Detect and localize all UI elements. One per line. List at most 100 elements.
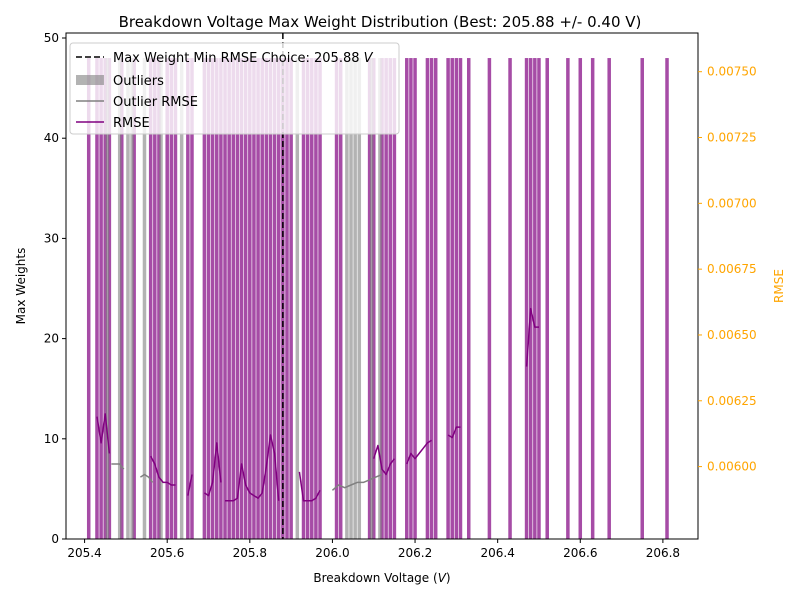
outlier-bars [105,58,382,540]
main-bar [578,58,583,540]
main-bar [190,58,194,540]
outlier-bar [142,58,147,540]
rmse-line [447,426,461,439]
y-right-tick-label: 0.00600 [707,460,757,474]
main-bar [301,58,306,540]
outlier-rmse-line [111,463,125,470]
y-left-tick-label: 10 [44,432,59,446]
main-bar [231,58,236,540]
outlier-bar [353,58,357,540]
main-bar [405,58,409,540]
main-bar [86,58,91,540]
main-bar [248,58,252,540]
rmse-line [96,413,111,454]
outlier-bar [179,58,184,540]
main-bar [276,58,281,540]
main-bar [264,58,269,540]
main-bar [413,58,417,540]
main-bars [86,58,669,540]
main-bar [169,58,174,540]
rmse-line [372,444,395,476]
main-bar [289,58,293,540]
rmse-line [187,474,193,496]
rmse-line [150,455,176,486]
main-bar [132,58,136,540]
legend-choice-label: Max Weight Min RMSE Choice: 205.88 V [113,51,374,66]
main-bar [318,58,322,540]
main-bar [153,58,157,540]
axes-frame [65,32,699,540]
outlier-rmse-lines [111,463,383,491]
y-right-tick-label: 0.00675 [707,262,757,276]
y-right-tick-label: 0.00650 [707,328,757,342]
chart-title: Breakdown Voltage Max Weight Distributio… [119,13,642,31]
plot-area [86,33,669,540]
main-bar [305,58,310,540]
main-bar [466,58,471,540]
x-axis-label: Breakdown Voltage (V) [313,571,450,585]
main-bar [272,58,277,540]
main-bar [409,58,413,540]
y-right-axis: 0.00600 0.00625 0.00650 0.00675 0.00700 0.007… [698,65,757,474]
legend-outliers-label: Outliers [113,74,164,89]
legend: Max Weight Min RMSE Choice: 205.88 V Out… [69,42,400,135]
y-right-tick-label: 0.00750 [707,65,757,79]
outlier-bar [349,58,353,540]
rmse-line [406,439,432,465]
outlier-bar [159,58,163,540]
x-tick-label: 206.4 [480,546,514,560]
main-bar [528,58,533,540]
legend-rmse-label: RMSE [113,116,150,131]
main-bar [338,58,343,540]
main-bar [566,58,570,540]
legend-box [69,42,400,135]
x-tick-label: 206.0 [315,546,349,560]
main-bar [95,58,99,540]
main-bar [545,58,549,540]
outlier-bar [369,58,374,540]
rmse-line [203,442,222,497]
y-left-axis-label: Max Weights [14,248,28,325]
outlier-rmse-line [331,473,383,491]
main-bar [103,58,107,540]
main-bar [285,58,289,540]
rmse-line [298,471,321,502]
x-tick-label: 206.2 [398,546,432,560]
main-bar [202,58,207,540]
outlier-bar [117,58,122,540]
x-tick-label: 205.6 [150,546,184,560]
main-bar [239,58,244,540]
y-right-tick-label: 0.00700 [707,196,757,210]
main-bar [607,58,611,540]
main-bar [256,58,260,540]
outlier-bar [105,58,110,540]
main-bar [665,58,669,540]
outlier-bar [130,58,134,540]
y-left-tick-label: 30 [44,231,59,245]
y-right-tick-label: 0.00625 [707,394,757,408]
main-bar [446,58,450,540]
main-bar [227,58,231,540]
main-bar [260,58,264,540]
main-bar [314,58,318,540]
main-bar [640,58,644,540]
main-bar [433,58,438,540]
rmse-line [225,434,280,502]
main-bar [206,58,211,540]
x-tick-label: 205.8 [233,546,267,560]
y-right-tick-label: 0.00725 [707,131,757,145]
main-bar [310,58,314,540]
main-bar [458,58,463,540]
y-left-axis: 0 10 20 30 40 50 [44,31,66,546]
main-bar [243,58,248,540]
main-bar [533,58,537,540]
main-bar [367,58,372,540]
main-bar [148,58,153,540]
x-tick-label: 206.8 [646,546,680,560]
outlier-bar [126,58,130,540]
main-bar [524,58,529,540]
main-bar [537,58,541,540]
main-bar [450,58,454,540]
main-bar [120,58,124,540]
